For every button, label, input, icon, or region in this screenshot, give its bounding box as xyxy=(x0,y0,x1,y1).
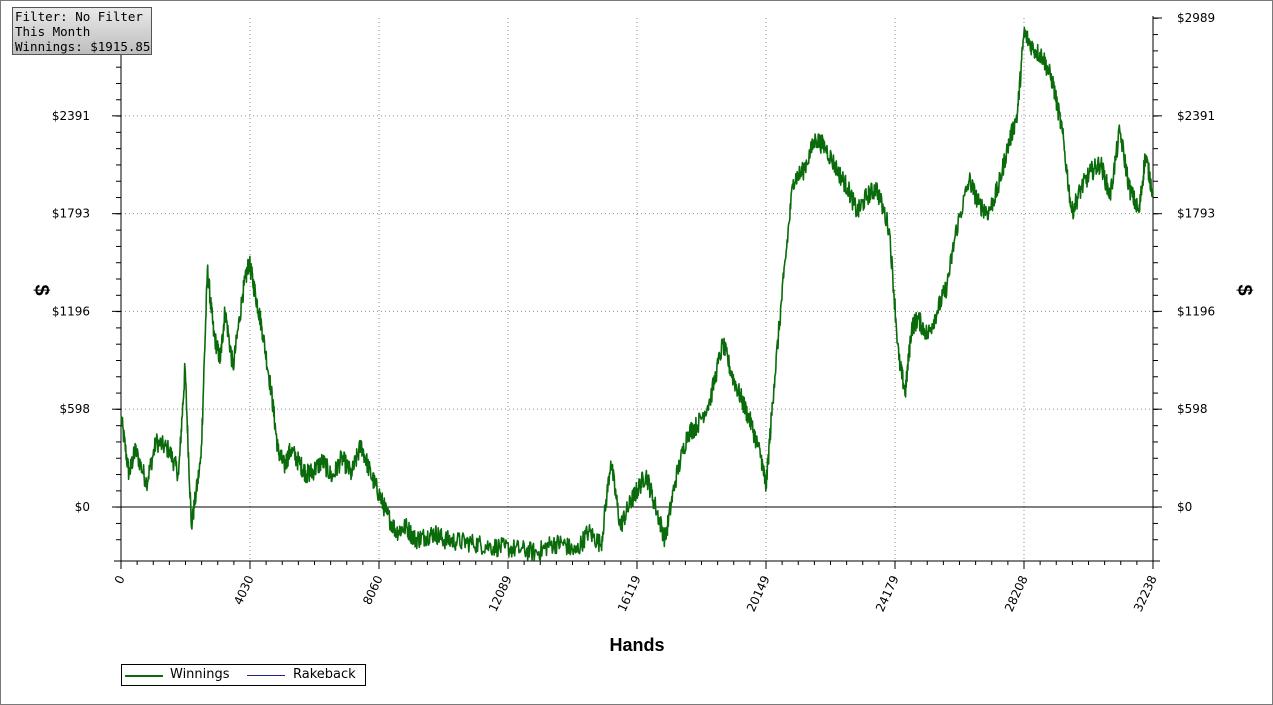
grid-lines xyxy=(121,18,1154,561)
x-tick-label: 8060 xyxy=(360,573,386,607)
x-tick-label: 24179 xyxy=(873,573,902,614)
x-axis-title: Hands xyxy=(609,635,664,655)
y-tick-label-right: $1793 xyxy=(1177,207,1215,221)
y-tick-label-left: $2391 xyxy=(52,109,90,123)
x-tick-label: 16119 xyxy=(615,573,644,614)
y-tick-label-right: $598 xyxy=(1177,402,1208,416)
filter-text: Filter: No Filter xyxy=(15,9,143,24)
axes xyxy=(114,16,1160,568)
x-tick-label: 20149 xyxy=(744,573,773,614)
series-line-winnings xyxy=(120,26,1154,562)
y-tick-label-left: $1793 xyxy=(52,207,90,221)
legend-label-rakeback: Rakeback xyxy=(293,667,356,682)
x-tick-label: 28208 xyxy=(1002,573,1031,614)
legend-item-rakeback: Rakeback xyxy=(244,665,364,685)
y-tick-label-left: $598 xyxy=(59,402,90,416)
y-axis-title-left: $ xyxy=(30,284,52,295)
legend-item-winnings: Winnings xyxy=(122,665,242,685)
y-tick-label-left: $0 xyxy=(75,500,90,514)
winnings-text: Winnings: $1915.85 xyxy=(15,39,151,54)
y-axis-title-right: $ xyxy=(1233,284,1255,295)
y-tick-label-right: $2391 xyxy=(1177,109,1215,123)
x-tick-label: 4030 xyxy=(231,573,257,607)
series-layer xyxy=(120,26,1154,562)
y-tick-label-left: $1196 xyxy=(52,304,90,318)
legend-label-winnings: Winnings xyxy=(170,667,230,682)
legend-swatch-winnings xyxy=(125,675,163,677)
y-tick-label-right: $0 xyxy=(1177,500,1192,514)
x-tick-label: 12089 xyxy=(486,573,515,614)
x-tick-label: 32238 xyxy=(1131,573,1160,614)
x-tick-label: 0 xyxy=(112,573,128,586)
axis-ticks xyxy=(112,17,1162,569)
legend-swatch-rakeback xyxy=(247,675,285,676)
y-tick-label-right: $1196 xyxy=(1177,304,1215,318)
filter-info-box: Filter: No Filter This Month Winnings: $… xyxy=(12,7,152,55)
period-text: This Month xyxy=(15,24,91,39)
legend: Winnings Rakeback xyxy=(121,664,366,686)
y-tick-label-right: $2989 xyxy=(1177,11,1215,25)
